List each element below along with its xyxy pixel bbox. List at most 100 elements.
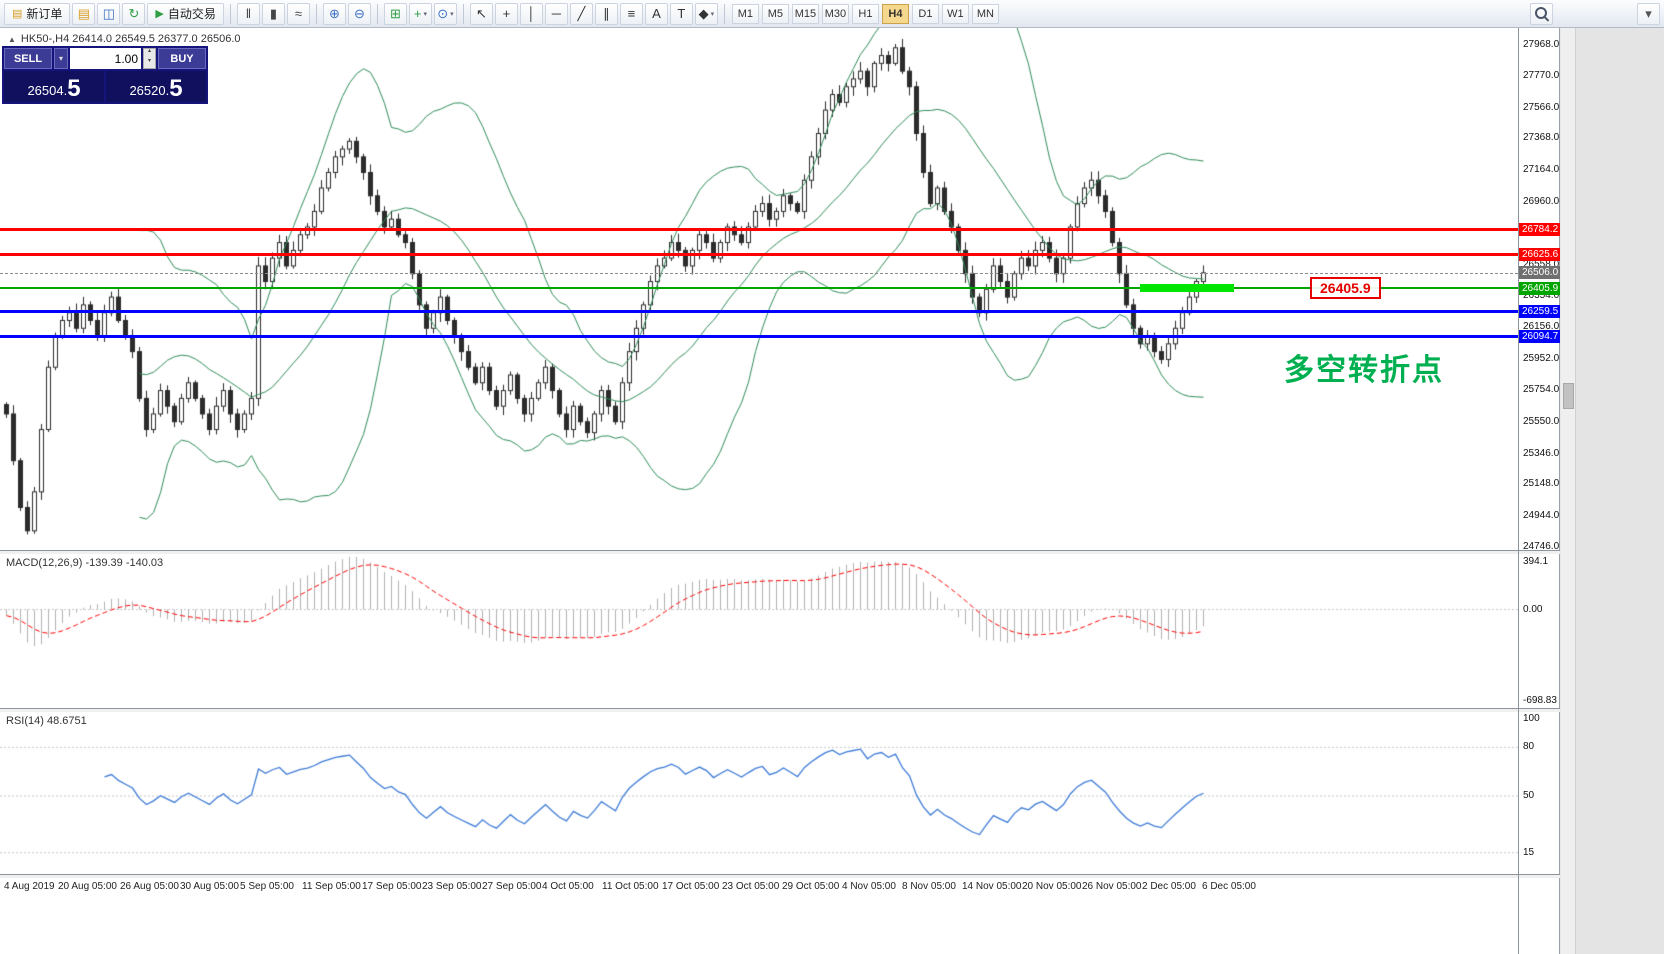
- text-icon-glyph: A: [652, 6, 661, 21]
- volume-spinner[interactable]: ▴ ▾: [143, 48, 156, 69]
- price-tag: 26094.7: [1519, 330, 1560, 344]
- line-chart-icon-glyph: ≈: [294, 6, 302, 21]
- timeframe-button-h1[interactable]: H1: [851, 3, 879, 24]
- candlestick-icon[interactable]: ▮: [261, 2, 285, 25]
- bar-chart-icon[interactable]: ‖: [236, 2, 260, 25]
- time-axis-label: 17 Sep 05:00: [362, 881, 422, 892]
- price-axis-label: 25346.0: [1523, 447, 1560, 459]
- toolbar-menu-icon[interactable]: ▾: [1637, 2, 1660, 25]
- horizontal-line-object[interactable]: [0, 227, 1518, 231]
- buy-price-display[interactable]: 26520. 5: [106, 71, 206, 102]
- magnifier-glyph: [1534, 6, 1549, 21]
- autotrade-button[interactable]: ▶ 自动交易: [147, 2, 224, 25]
- panel-resize-divider[interactable]: [0, 708, 1560, 712]
- horizontal-line-icon[interactable]: ─: [544, 2, 568, 25]
- tile-windows-icon-glyph: ⊞: [389, 5, 401, 21]
- price-axis-label: 25754.0: [1523, 383, 1560, 395]
- search-icon[interactable]: [1530, 2, 1553, 25]
- rsi-axis-label: 50: [1523, 790, 1535, 801]
- volume-dropdown-icon[interactable]: ▾: [54, 48, 68, 69]
- autotrade-play-icon: ▶: [155, 8, 164, 20]
- ledger-icon[interactable]: ▤: [72, 2, 96, 25]
- time-axis-label: 14 Nov 05:00: [962, 881, 1022, 892]
- time-axis-label: 30 Aug 05:00: [180, 881, 239, 892]
- sell-button[interactable]: SELL: [4, 48, 52, 69]
- time-axis-label: 4 Aug 2019: [4, 881, 55, 892]
- periods-icon[interactable]: ⊙ ▾: [433, 2, 457, 25]
- highlight-band-object[interactable]: [1140, 284, 1234, 293]
- timeframe-button-m15[interactable]: M15: [791, 3, 819, 24]
- timeframe-button-d1[interactable]: D1: [911, 3, 939, 24]
- zoom-out-icon[interactable]: ⊖: [347, 2, 371, 25]
- price-axis-label: 27770.0: [1523, 69, 1560, 81]
- horizontal-line-object[interactable]: [0, 287, 1518, 290]
- market-watch-icon[interactable]: ◫: [97, 2, 121, 25]
- buy-price-small: 26520.: [129, 83, 170, 98]
- panel-resize-divider[interactable]: [0, 550, 1560, 554]
- timeframe-button-m30[interactable]: M30: [821, 3, 849, 24]
- zoom-in-icon[interactable]: ⊕: [322, 2, 346, 25]
- time-axis-label: 23 Sep 05:00: [422, 881, 482, 892]
- macd-canvas[interactable]: [0, 554, 1518, 708]
- bar-chart-icon-glyph: ‖: [245, 6, 252, 21]
- zoom-in-icon-glyph: ⊕: [328, 5, 340, 21]
- toolbar-separator: [462, 3, 464, 24]
- horizontal-line-icon-glyph: ─: [551, 6, 562, 21]
- timeframe-button-m5[interactable]: M5: [761, 3, 789, 24]
- macd-axis-label: -698.83: [1523, 695, 1557, 706]
- price-tag: 26784.2: [1519, 222, 1560, 236]
- turning-point-annotation[interactable]: 多空转折点: [1284, 354, 1444, 387]
- time-axis-label: 2 Dec 05:00: [1142, 881, 1196, 892]
- chart-menu-icon[interactable]: ▲: [8, 34, 16, 44]
- timeframe-button-h4[interactable]: H4: [881, 3, 909, 24]
- macd-axis-label: 394.1: [1523, 556, 1549, 567]
- time-axis-divider: [0, 874, 1560, 878]
- line-chart-icon[interactable]: ≈: [286, 2, 310, 25]
- vertical-line-icon-glyph: │: [527, 6, 536, 21]
- price-callout-label[interactable]: 26405.9: [1310, 277, 1381, 300]
- equidistant-channel-icon[interactable]: ∥: [594, 2, 618, 25]
- horizontal-line-object[interactable]: [0, 335, 1518, 339]
- tile-windows-icon[interactable]: ⊞: [383, 2, 407, 25]
- time-axis-label: 23 Oct 05:00: [722, 881, 780, 892]
- timeframe-button-mn[interactable]: MN: [971, 3, 999, 24]
- text-label-icon[interactable]: T: [669, 2, 693, 25]
- time-axis-label: 4 Oct 05:00: [542, 881, 594, 892]
- volume-input[interactable]: 1.00: [70, 48, 141, 69]
- fibonacci-icon[interactable]: ≡: [619, 2, 643, 25]
- indicators-icon-glyph: +: [413, 6, 422, 21]
- text-icon[interactable]: A: [644, 2, 668, 25]
- indicators-icon[interactable]: + ▾: [408, 2, 432, 25]
- vertical-line-icon[interactable]: │: [519, 2, 543, 25]
- arrows-icon[interactable]: ◆ ▾: [694, 2, 718, 25]
- chart-ohlc-header: ▲ HK50-,H4 26414.0 26549.5 26377.0 26506…: [8, 33, 241, 45]
- chart-ohlc-text: HK50-,H4 26414.0 26549.5 26377.0 26506.0: [20, 33, 241, 45]
- trendline-icon[interactable]: ╱: [569, 2, 593, 25]
- current-price-line: [0, 272, 1518, 274]
- ledger-icon-glyph: ▤: [77, 5, 91, 21]
- time-axis-label: 26 Nov 05:00: [1082, 881, 1142, 892]
- price-axis-label: 26960.0: [1523, 196, 1560, 208]
- spinner-up-icon[interactable]: ▴: [147, 48, 151, 54]
- price-axis-label: 27968.0: [1523, 38, 1560, 50]
- spinner-down-icon[interactable]: ▾: [147, 57, 151, 64]
- timeframe-button-w1[interactable]: W1: [941, 3, 969, 24]
- crosshair-icon[interactable]: +: [494, 2, 518, 25]
- price-axis-label: 26558.0: [1523, 258, 1560, 270]
- vertical-scrollbar[interactable]: [1561, 28, 1576, 954]
- cursor-icon[interactable]: ↖: [469, 2, 493, 25]
- time-axis-label: 6 Dec 05:00: [1202, 881, 1256, 892]
- refresh-icon-glyph: ↻: [128, 5, 140, 21]
- buy-button[interactable]: BUY: [158, 48, 206, 69]
- refresh-icon[interactable]: ↻: [122, 2, 146, 25]
- sell-price-display[interactable]: 26504. 5: [4, 71, 104, 102]
- timeframe-button-m1[interactable]: M1: [731, 3, 759, 24]
- scrollbar-thumb[interactable]: [1563, 383, 1574, 409]
- rsi-axis-label: 100: [1523, 713, 1540, 724]
- new-order-button[interactable]: ▤ 新订单: [4, 2, 71, 25]
- horizontal-line-object[interactable]: [0, 252, 1518, 256]
- price-axis-label: 27164.0: [1523, 164, 1560, 176]
- price-axis-label: 27566.0: [1523, 101, 1560, 113]
- horizontal-line-object[interactable]: [0, 309, 1518, 313]
- rsi-canvas[interactable]: [0, 712, 1518, 874]
